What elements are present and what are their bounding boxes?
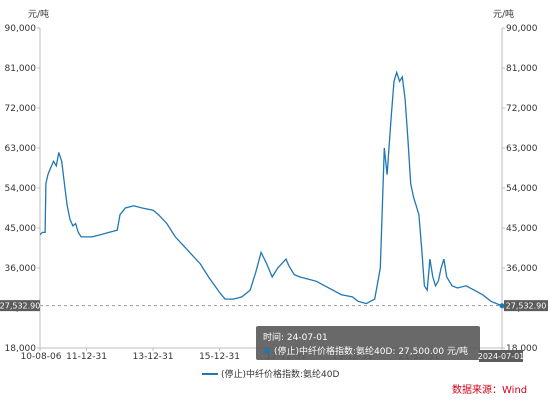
y-tick-label: 63,000	[506, 144, 538, 154]
ref-tag-right: 27,532.90	[504, 300, 548, 312]
y-tick-label: 18,000	[506, 344, 538, 354]
ref-tag-left: 27,532.90	[0, 300, 40, 312]
y-tick-label: 36,000	[506, 264, 538, 274]
y-tick-label: 63,000	[5, 144, 37, 154]
y-tick-label: 45,000	[506, 224, 538, 234]
legend[interactable]: (停止)中纤价格指数:氨纶40D	[202, 368, 340, 380]
tooltip-time: 时间: 24-07-01	[263, 331, 328, 343]
x-tick-label: 15-12-31	[199, 352, 240, 362]
hover-marker	[499, 303, 505, 309]
tooltip: 时间: 24-07-01 (停止)中纤价格指数:氨纶40D: 27,500.00…	[256, 326, 480, 360]
x-tick-label: 11-12-31	[66, 352, 107, 362]
tooltip-box	[256, 326, 480, 360]
y-tick-label: 90,000	[506, 24, 538, 34]
y-tick-label: 18,000	[5, 344, 37, 354]
y-tick-label: 54,000	[506, 184, 538, 194]
x-tick-label: 10-08-06	[21, 352, 62, 362]
y-tick-label: 90,000	[5, 24, 37, 34]
y-tick-label: 72,000	[506, 104, 538, 114]
tooltip-value: (停止)中纤价格指数:氨纶40D: 27,500.00 元/吨	[274, 345, 468, 357]
y-tick-label: 36,000	[5, 264, 37, 274]
x-tag-last-date: 2024-07-01	[478, 352, 525, 361]
right-unit-label: 元/吨	[493, 8, 514, 20]
y-tick-label: 45,000	[5, 224, 37, 234]
series-line-spandex-40d[interactable]	[39, 70, 503, 307]
y-tick-label: 81,000	[5, 64, 37, 74]
legend-label: (停止)中纤价格指数:氨纶40D	[221, 368, 340, 380]
tooltip-series-swatch	[264, 348, 270, 354]
y-tick-label: 72,000	[5, 104, 37, 114]
x-tag-last: 2024-07-01	[478, 350, 525, 362]
data-source-note: 数据来源：Wind	[452, 383, 527, 396]
y-tick-label: 54,000	[5, 184, 37, 194]
x-tick-label: 13-12-31	[133, 352, 174, 362]
y-tick-label: 81,000	[506, 64, 538, 74]
ref-value-right: 27,532.90	[506, 302, 547, 311]
ref-value-left: 27,532.90	[0, 302, 40, 311]
left-unit-label: 元/吨	[28, 8, 49, 20]
